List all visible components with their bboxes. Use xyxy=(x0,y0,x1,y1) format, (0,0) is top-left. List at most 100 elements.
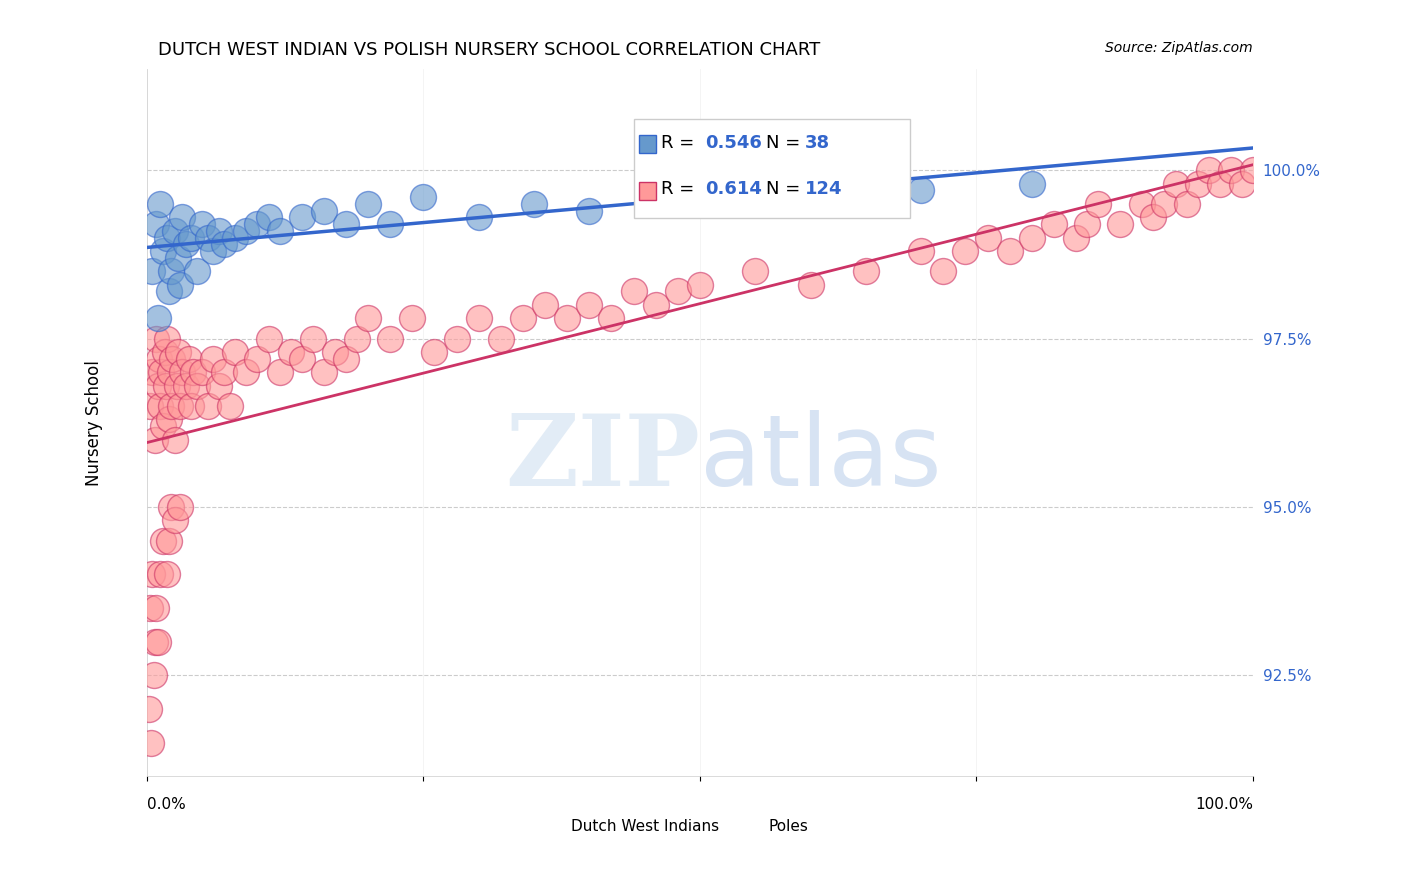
Point xyxy=(1109,217,1132,231)
Point xyxy=(202,244,225,258)
Point xyxy=(235,224,257,238)
Point xyxy=(224,230,246,244)
Point xyxy=(197,399,219,413)
Point xyxy=(380,217,402,231)
Point xyxy=(149,567,172,582)
Point xyxy=(152,533,174,548)
Point xyxy=(623,285,645,299)
Point xyxy=(149,399,172,413)
Point xyxy=(467,311,489,326)
Text: N =: N = xyxy=(766,180,806,198)
Point xyxy=(689,277,711,292)
Point xyxy=(246,351,269,366)
Point xyxy=(183,365,205,379)
Point xyxy=(145,600,167,615)
Point xyxy=(523,197,546,211)
Point xyxy=(160,399,183,413)
Point xyxy=(180,399,202,413)
Point xyxy=(145,217,167,231)
Point xyxy=(446,332,468,346)
Point xyxy=(156,230,179,244)
Point xyxy=(1230,177,1253,191)
Point xyxy=(163,224,186,238)
Point xyxy=(1130,197,1153,211)
Point xyxy=(644,298,666,312)
Point xyxy=(976,230,998,244)
Point xyxy=(412,190,434,204)
Point xyxy=(208,378,231,392)
Point xyxy=(169,500,191,514)
Point xyxy=(153,345,176,359)
Point xyxy=(208,224,231,238)
Point xyxy=(689,190,711,204)
Point xyxy=(666,285,689,299)
Point xyxy=(855,264,877,278)
Point xyxy=(1076,217,1098,231)
Point xyxy=(312,365,335,379)
Point xyxy=(380,332,402,346)
Point xyxy=(235,365,257,379)
Point xyxy=(1021,177,1043,191)
Point xyxy=(148,351,170,366)
Point xyxy=(312,203,335,218)
Point xyxy=(1219,163,1241,178)
Point xyxy=(301,332,323,346)
Point xyxy=(335,351,357,366)
Bar xyxy=(640,182,655,200)
Point xyxy=(1142,211,1164,225)
Point xyxy=(169,399,191,413)
Point xyxy=(335,217,357,231)
Text: N =: N = xyxy=(766,135,806,153)
Point xyxy=(600,311,623,326)
Bar xyxy=(733,815,749,830)
Point xyxy=(467,211,489,225)
Text: 0.0%: 0.0% xyxy=(146,797,186,813)
Point xyxy=(156,567,179,582)
Text: DUTCH WEST INDIAN VS POLISH NURSERY SCHOOL CORRELATION CHART: DUTCH WEST INDIAN VS POLISH NURSERY SCHO… xyxy=(157,41,820,59)
Point xyxy=(180,230,202,244)
Point xyxy=(269,365,291,379)
Point xyxy=(141,567,163,582)
Point xyxy=(172,211,194,225)
Point xyxy=(142,668,165,682)
Point xyxy=(346,332,368,346)
Point xyxy=(149,197,172,211)
Point xyxy=(138,702,160,716)
Point xyxy=(799,183,821,197)
Point xyxy=(512,311,534,326)
Point xyxy=(291,351,314,366)
Text: R =: R = xyxy=(661,180,700,198)
Point xyxy=(269,224,291,238)
Point xyxy=(246,217,269,231)
Point xyxy=(257,211,280,225)
Point xyxy=(139,600,162,615)
Point xyxy=(578,203,600,218)
Text: ZIP: ZIP xyxy=(505,409,700,507)
Point xyxy=(357,197,380,211)
Point xyxy=(555,311,578,326)
Point xyxy=(1164,177,1187,191)
Text: Dutch West Indians: Dutch West Indians xyxy=(571,819,718,834)
Text: Poles: Poles xyxy=(769,819,808,834)
Point xyxy=(177,351,200,366)
Text: atlas: atlas xyxy=(700,409,942,507)
Point xyxy=(186,264,208,278)
Text: 124: 124 xyxy=(806,180,842,198)
Bar xyxy=(640,135,655,153)
Point xyxy=(357,311,380,326)
Point xyxy=(169,277,191,292)
Point xyxy=(534,298,557,312)
Point xyxy=(744,264,766,278)
Point xyxy=(162,351,184,366)
Point xyxy=(323,345,346,359)
Point xyxy=(143,433,166,447)
Point xyxy=(174,237,197,252)
Point xyxy=(1153,197,1175,211)
Point xyxy=(799,277,821,292)
Point xyxy=(291,211,314,225)
Point xyxy=(1241,163,1264,178)
Point xyxy=(998,244,1021,258)
Point xyxy=(1187,177,1209,191)
Point xyxy=(141,735,163,749)
Point xyxy=(152,419,174,434)
